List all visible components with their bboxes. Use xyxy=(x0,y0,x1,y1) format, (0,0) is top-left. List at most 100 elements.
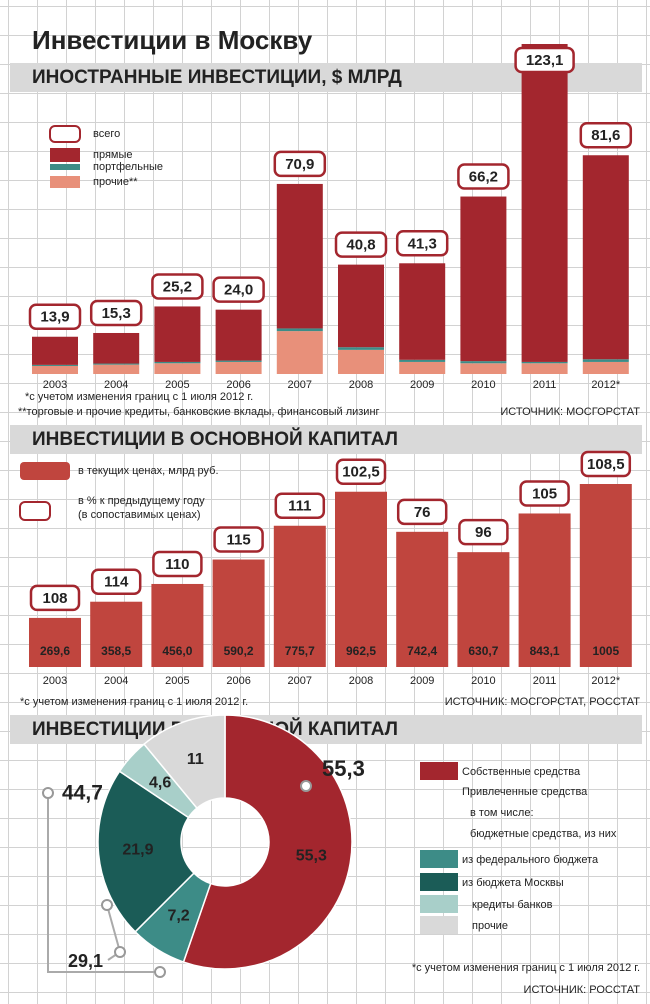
pie-slice xyxy=(142,714,226,810)
bar-segment xyxy=(460,363,507,374)
label-box-text: 115 xyxy=(226,531,250,548)
legend-label: прямые xyxy=(93,149,133,161)
slice-label: 7,2 xyxy=(167,907,189,924)
label-box xyxy=(29,584,81,612)
bar xyxy=(457,552,510,667)
label-box xyxy=(89,299,143,327)
label-box xyxy=(579,122,633,149)
bar-segment xyxy=(582,361,629,374)
bar xyxy=(151,583,204,667)
x-tick-label: 2008 xyxy=(349,675,373,687)
legend-label: прочие** xyxy=(93,176,138,188)
label-box xyxy=(212,276,265,303)
legend-swatch xyxy=(49,125,81,143)
label-box-text: 81,6 xyxy=(591,127,620,144)
x-tick-label: 2007 xyxy=(288,379,312,391)
bar-value-label: 1005 xyxy=(592,644,619,658)
label-box-text: 41,3 xyxy=(408,235,437,252)
bar xyxy=(212,559,265,667)
bar-segment xyxy=(399,361,446,374)
bar-segment xyxy=(460,361,507,364)
label-box xyxy=(457,163,510,190)
bar-segment xyxy=(460,196,507,362)
label-box xyxy=(274,492,326,520)
legend-swatch xyxy=(20,462,70,480)
callout-dot xyxy=(114,946,126,958)
legend-label: портфельные xyxy=(93,161,163,173)
footnote: *с учетом изменения границ с 1 июля 2012… xyxy=(20,696,248,708)
bar-segment xyxy=(215,360,262,362)
callout-label: 55,3 xyxy=(322,756,365,781)
label-box-text: 13,9 xyxy=(40,309,69,326)
legend-label: Привлеченные средства xyxy=(462,786,588,798)
section-band xyxy=(10,425,642,454)
bar xyxy=(29,617,81,667)
bar xyxy=(518,513,571,667)
label-box xyxy=(273,150,327,178)
bar-segment xyxy=(32,336,78,365)
x-tick-label: 2010 xyxy=(471,675,495,687)
legend-label: Собственные средства xyxy=(462,766,581,778)
source: ИСТОЧНИК: МОСГОРСТАТ xyxy=(500,406,640,418)
bar-segment xyxy=(521,363,568,374)
bar-value-label: 962,5 xyxy=(346,644,376,658)
bar-segment xyxy=(93,363,140,365)
label-box xyxy=(580,450,632,478)
bar-value-label: 269,6 xyxy=(40,644,70,658)
source: ИСТОЧНИК: МОСГОРСТАТ, РОССТАТ xyxy=(445,696,641,708)
slice-label: 55,3 xyxy=(296,848,327,865)
bar-value-label: 358,5 xyxy=(101,644,131,658)
x-tick-label: 2003 xyxy=(43,379,67,391)
legend-label: прочие xyxy=(472,920,508,932)
x-tick-label: 2011 xyxy=(533,675,557,687)
group-label: 29,1 xyxy=(68,951,103,971)
footnote: **торговые и прочие кредиты, банковские … xyxy=(18,406,380,418)
bar-segment xyxy=(338,347,384,350)
legend-swatch xyxy=(420,916,458,934)
label-box-text: 15,3 xyxy=(102,305,131,322)
label-box xyxy=(335,458,387,485)
section-band xyxy=(10,715,642,744)
label-box xyxy=(396,498,448,526)
label-box-text: 114 xyxy=(104,574,129,591)
bar-segment xyxy=(399,359,446,362)
label-box xyxy=(458,518,509,546)
bar-value-label: 590,2 xyxy=(224,644,254,658)
source: ИСТОЧНИК: РОССТАТ xyxy=(524,984,641,996)
legend-swatch xyxy=(50,164,80,170)
page-title: Инвестиции в Москву xyxy=(32,25,313,55)
label-box-text: 70,9 xyxy=(285,156,314,173)
legend-swatch xyxy=(420,895,458,913)
label-box-text: 25,2 xyxy=(163,278,192,295)
bar-segment xyxy=(32,364,78,366)
x-tick-label: 2006 xyxy=(226,379,250,391)
section-title: ИНОСТРАННЫЕ ИНВЕСТИЦИИ, $ МЛРД xyxy=(32,67,402,88)
label-box xyxy=(28,303,82,330)
bar xyxy=(90,601,143,667)
bar xyxy=(335,491,387,667)
label-box-text: 108,5 xyxy=(587,456,625,473)
bar-segment xyxy=(93,332,140,364)
callout-dot xyxy=(300,780,312,792)
legend-label: в том числе: xyxy=(470,807,534,819)
section-title: ИНВЕСТИЦИИ В ОСНОВНОЙ КАПИТАЛ xyxy=(32,428,398,450)
bar-segment xyxy=(154,361,201,364)
legend-label: в текущих ценах, млрд руб. xyxy=(78,465,219,477)
label-box-text: 24,0 xyxy=(224,282,253,299)
legend-swatch xyxy=(50,176,80,188)
label-box xyxy=(152,550,203,578)
legend-label: кредиты банков xyxy=(472,899,553,911)
bar-segment xyxy=(338,264,384,348)
callout-dot xyxy=(154,966,166,978)
bar-segment xyxy=(154,306,201,362)
footnote: *с учетом изменения границ с 1 июля 2012… xyxy=(25,391,253,403)
bar-segment xyxy=(276,328,323,332)
legend-swatch xyxy=(420,850,458,868)
x-tick-label: 2009 xyxy=(410,675,434,687)
footnote: *с учетом изменения границ с 1 июля 2012… xyxy=(412,962,640,974)
x-tick-label: 2007 xyxy=(288,675,312,687)
legend-label: всего xyxy=(93,128,120,140)
bar-segment xyxy=(338,349,384,374)
